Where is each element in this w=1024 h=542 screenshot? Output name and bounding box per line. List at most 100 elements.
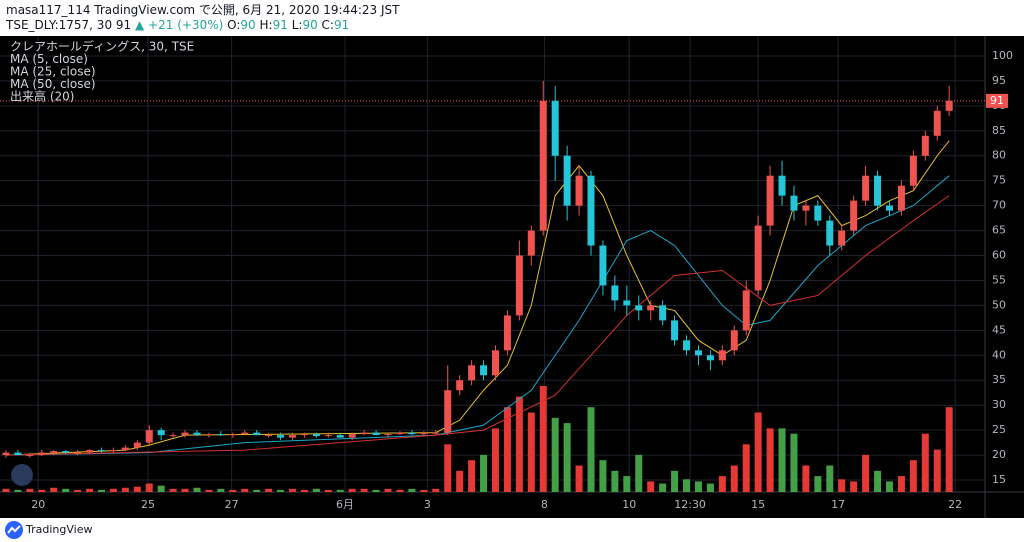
candle-body bbox=[217, 434, 225, 436]
volume-bar bbox=[384, 488, 392, 492]
y-tick-label: 95 bbox=[992, 74, 1006, 87]
volume-bar bbox=[289, 488, 297, 492]
candle-body bbox=[38, 452, 46, 456]
y-tick-label: 45 bbox=[992, 323, 1006, 336]
candle-body bbox=[850, 200, 858, 231]
candle-body bbox=[539, 100, 547, 231]
volume-bar bbox=[563, 423, 571, 492]
volume-bar bbox=[420, 489, 428, 492]
candle-body bbox=[336, 435, 344, 438]
candle-body bbox=[671, 320, 679, 341]
candle-body bbox=[790, 195, 798, 211]
volume-bar bbox=[718, 476, 726, 492]
legend-entry: MA (25, close) bbox=[10, 65, 96, 79]
candle-body bbox=[623, 300, 631, 306]
volume-bar bbox=[265, 488, 273, 492]
volume-bar bbox=[14, 489, 22, 492]
candle-body bbox=[133, 442, 141, 448]
ma-line bbox=[5, 195, 950, 456]
volume-bar bbox=[945, 407, 953, 492]
legend-entry: クレアホールディングス, 30, TSE bbox=[10, 39, 194, 54]
candle-body bbox=[563, 155, 571, 206]
header-line2: TSE_DLY:1757, 30 91 ▲ +21 (+30%) O:90 H:… bbox=[6, 18, 1016, 33]
volume-bar bbox=[694, 481, 702, 492]
y-tick-label: 60 bbox=[992, 249, 1006, 262]
volume-bar bbox=[432, 488, 440, 492]
volume-bar bbox=[348, 488, 356, 492]
volume-bar bbox=[253, 489, 261, 492]
volume-bar bbox=[850, 481, 858, 492]
volume-bar bbox=[814, 476, 822, 492]
candle-body bbox=[444, 390, 452, 433]
volume-bar bbox=[778, 428, 786, 492]
candle-body bbox=[50, 451, 58, 453]
candle-body bbox=[766, 175, 774, 226]
candle-body bbox=[408, 432, 416, 435]
candle-body bbox=[193, 432, 201, 436]
volume-bar bbox=[921, 433, 929, 492]
volume-bar bbox=[766, 428, 774, 492]
logo bbox=[5, 521, 23, 539]
candle-body bbox=[205, 434, 213, 436]
candle-body bbox=[277, 435, 285, 438]
volume-bar bbox=[838, 479, 846, 492]
volume-bar bbox=[503, 407, 511, 492]
volume-bar bbox=[300, 489, 308, 492]
legend-entry: 出来高 (20) bbox=[10, 89, 74, 104]
candle-body bbox=[945, 100, 953, 111]
volume-bar bbox=[539, 386, 547, 492]
volume-bar bbox=[109, 488, 117, 492]
x-tick-label: 6月 bbox=[336, 498, 354, 511]
candle-body bbox=[468, 365, 476, 381]
candle-body bbox=[635, 305, 643, 311]
volume-bar bbox=[86, 488, 94, 492]
volume-bar bbox=[551, 417, 559, 492]
candle-body bbox=[265, 435, 273, 437]
candle-body bbox=[933, 110, 941, 136]
candle-body bbox=[611, 285, 619, 301]
candle-body bbox=[26, 455, 34, 457]
volume-bar bbox=[312, 488, 320, 492]
y-tick-label: 15 bbox=[992, 473, 1006, 486]
candle-body bbox=[742, 290, 750, 331]
candle-body bbox=[169, 435, 177, 437]
volume-bar bbox=[26, 488, 34, 492]
candle-body bbox=[706, 355, 714, 361]
candle-body bbox=[300, 434, 308, 436]
volume-bar bbox=[336, 489, 344, 492]
volume-bar bbox=[897, 476, 905, 492]
y-tick-label: 30 bbox=[992, 398, 1006, 411]
volume-bar bbox=[157, 485, 165, 492]
ohlc-value: 91 bbox=[333, 18, 350, 32]
volume-bar bbox=[456, 470, 464, 492]
candle-body bbox=[730, 330, 738, 351]
x-tick-label: 3 bbox=[424, 498, 431, 511]
candle-body bbox=[802, 205, 810, 211]
volume-bar bbox=[599, 460, 607, 492]
candle-body bbox=[372, 432, 380, 436]
volume-bar bbox=[802, 465, 810, 492]
volume-bar bbox=[647, 481, 655, 492]
ma-line bbox=[5, 175, 950, 456]
x-tick-label: 17 bbox=[831, 498, 845, 511]
candle-body bbox=[456, 380, 464, 391]
candle-body bbox=[659, 305, 667, 321]
candle-body bbox=[503, 315, 511, 351]
candle-body bbox=[826, 220, 834, 246]
volume-bar bbox=[635, 454, 643, 492]
x-tick-label: 25 bbox=[141, 498, 155, 511]
candle-body bbox=[2, 452, 10, 456]
candle-body bbox=[480, 365, 488, 376]
chart: 1520253035404550556065707580859095100202… bbox=[0, 36, 1024, 518]
volume-bar bbox=[575, 465, 583, 492]
candle-body bbox=[909, 155, 917, 186]
y-tick-label: 25 bbox=[992, 423, 1006, 436]
candle-body bbox=[897, 185, 905, 211]
candle-body bbox=[599, 245, 607, 286]
background bbox=[0, 36, 1024, 518]
y-tick-label: 100 bbox=[992, 49, 1013, 62]
volume-bar bbox=[623, 476, 631, 492]
header-line1: masa117_114 TradingView.com で公開, 6月 21, … bbox=[6, 3, 400, 17]
y-tick-label: 55 bbox=[992, 273, 1006, 286]
candle-body bbox=[62, 451, 70, 453]
